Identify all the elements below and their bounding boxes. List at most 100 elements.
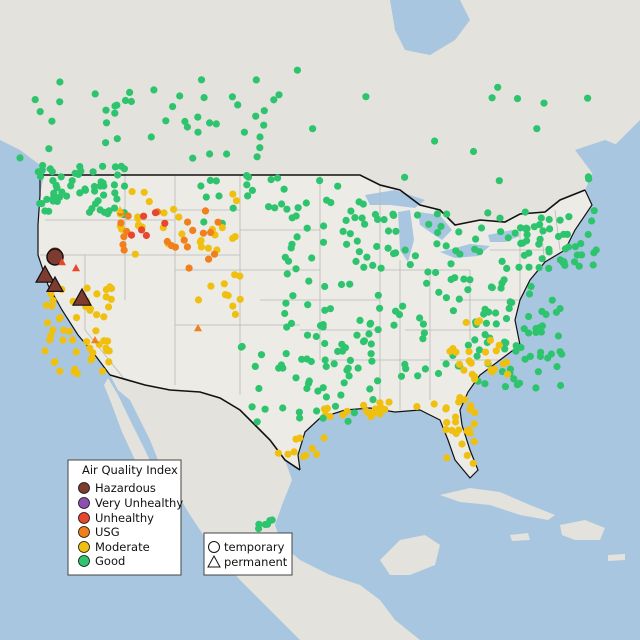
monitor-marker xyxy=(140,212,148,220)
monitor-marker xyxy=(430,400,438,408)
monitor-marker xyxy=(355,248,363,256)
monitor-marker-permanent xyxy=(58,258,66,266)
monitor-marker xyxy=(313,407,321,415)
monitor-marker xyxy=(556,216,564,224)
monitor-marker xyxy=(433,240,441,248)
monitor-marker xyxy=(127,97,135,106)
monitor-marker xyxy=(442,360,450,368)
monitor-marker xyxy=(234,101,242,109)
legend-swatch-hazardous xyxy=(78,482,90,494)
monitor-marker xyxy=(252,76,260,84)
monitor-marker xyxy=(207,282,215,290)
monitor-marker xyxy=(205,255,213,263)
legend-label-hazardous: Hazardous xyxy=(95,481,156,495)
monitor-marker xyxy=(374,291,382,299)
monitor-marker xyxy=(473,318,482,326)
monitor-marker xyxy=(389,210,397,218)
monitor-marker xyxy=(69,336,77,344)
monitor-marker xyxy=(553,363,561,371)
monitor-marker xyxy=(128,188,136,196)
monitor-marker xyxy=(113,195,121,203)
monitor-marker xyxy=(492,347,500,355)
monitor-marker xyxy=(220,280,228,288)
aqi-legend: Air Quality Index Hazardous Very Unhealt… xyxy=(67,459,183,576)
monitor-marker xyxy=(236,295,244,303)
monitor-marker xyxy=(53,184,61,192)
monitor-marker xyxy=(535,264,543,272)
monitor-marker xyxy=(319,384,327,392)
monitor-marker xyxy=(120,233,128,241)
monitor-marker xyxy=(283,205,291,213)
monitor-marker xyxy=(532,328,540,336)
monitor-marker xyxy=(282,350,290,358)
monitor-marker xyxy=(196,238,204,246)
monitor-marker xyxy=(376,399,384,407)
monitor-marker xyxy=(284,450,292,458)
monitor-marker xyxy=(268,516,276,524)
monitor-marker xyxy=(244,192,252,200)
monitor-marker xyxy=(563,230,572,238)
monitor-marker xyxy=(504,234,512,242)
monitor-marker xyxy=(265,203,273,211)
monitor-marker xyxy=(354,364,362,372)
monitor-marker xyxy=(46,165,54,173)
monitor-marker xyxy=(170,205,178,213)
monitor-marker xyxy=(244,173,253,181)
jamaica xyxy=(510,533,530,541)
monitor-marker xyxy=(512,342,520,350)
monitor-marker xyxy=(49,177,57,185)
monitor-marker xyxy=(178,230,186,238)
monitor-marker xyxy=(520,325,528,333)
monitor-marker xyxy=(359,200,367,208)
monitor-marker xyxy=(363,253,371,261)
monitor-marker xyxy=(298,355,306,363)
monitor-marker xyxy=(274,174,282,182)
monitor-marker xyxy=(592,246,600,254)
monitor-marker xyxy=(437,222,445,230)
monitor-marker xyxy=(108,284,116,293)
monitor-marker xyxy=(169,103,177,111)
monitor-marker xyxy=(36,108,44,116)
monitor-marker xyxy=(303,331,312,339)
monitor-marker xyxy=(194,113,202,121)
monitor-marker xyxy=(397,372,406,380)
monitor-marker xyxy=(161,219,169,227)
monitor-marker xyxy=(55,193,64,201)
monitor-marker xyxy=(176,92,184,100)
monitor-marker xyxy=(365,330,373,338)
monitor-marker xyxy=(519,239,527,247)
monitor-marker xyxy=(321,282,329,291)
monitor-marker xyxy=(162,117,170,125)
monitor-marker xyxy=(532,384,540,392)
monitor-marker xyxy=(464,286,472,294)
monitor-marker xyxy=(280,185,288,193)
monitor-marker xyxy=(485,308,493,316)
monitor-marker xyxy=(88,354,96,362)
monitor-marker xyxy=(512,347,520,355)
monitor-marker xyxy=(314,387,322,395)
monitor-marker xyxy=(360,401,368,409)
monitor-marker xyxy=(455,295,463,303)
monitor-marker xyxy=(575,262,583,270)
monitor-marker xyxy=(447,260,455,268)
monitor-marker xyxy=(484,209,492,217)
monitor-marker xyxy=(469,459,477,467)
monitor-marker xyxy=(451,274,459,282)
monitor-marker xyxy=(345,372,353,380)
monitor-marker xyxy=(204,244,212,252)
monitor-marker xyxy=(138,226,146,234)
monitor-marker xyxy=(83,338,91,346)
monitor-marker xyxy=(539,227,547,235)
monitor-marker xyxy=(102,139,110,147)
monitor-marker xyxy=(304,379,313,387)
monitor-marker xyxy=(521,208,529,216)
monitor-marker xyxy=(322,362,330,371)
monitor-marker xyxy=(588,217,596,225)
monitor-marker xyxy=(376,410,384,418)
monitor-marker xyxy=(486,336,494,344)
monitor-marker xyxy=(77,167,85,175)
monitor-marker xyxy=(99,162,107,170)
monitor-marker xyxy=(39,161,47,170)
monitor-marker xyxy=(113,135,121,143)
monitor-marker xyxy=(313,450,321,458)
